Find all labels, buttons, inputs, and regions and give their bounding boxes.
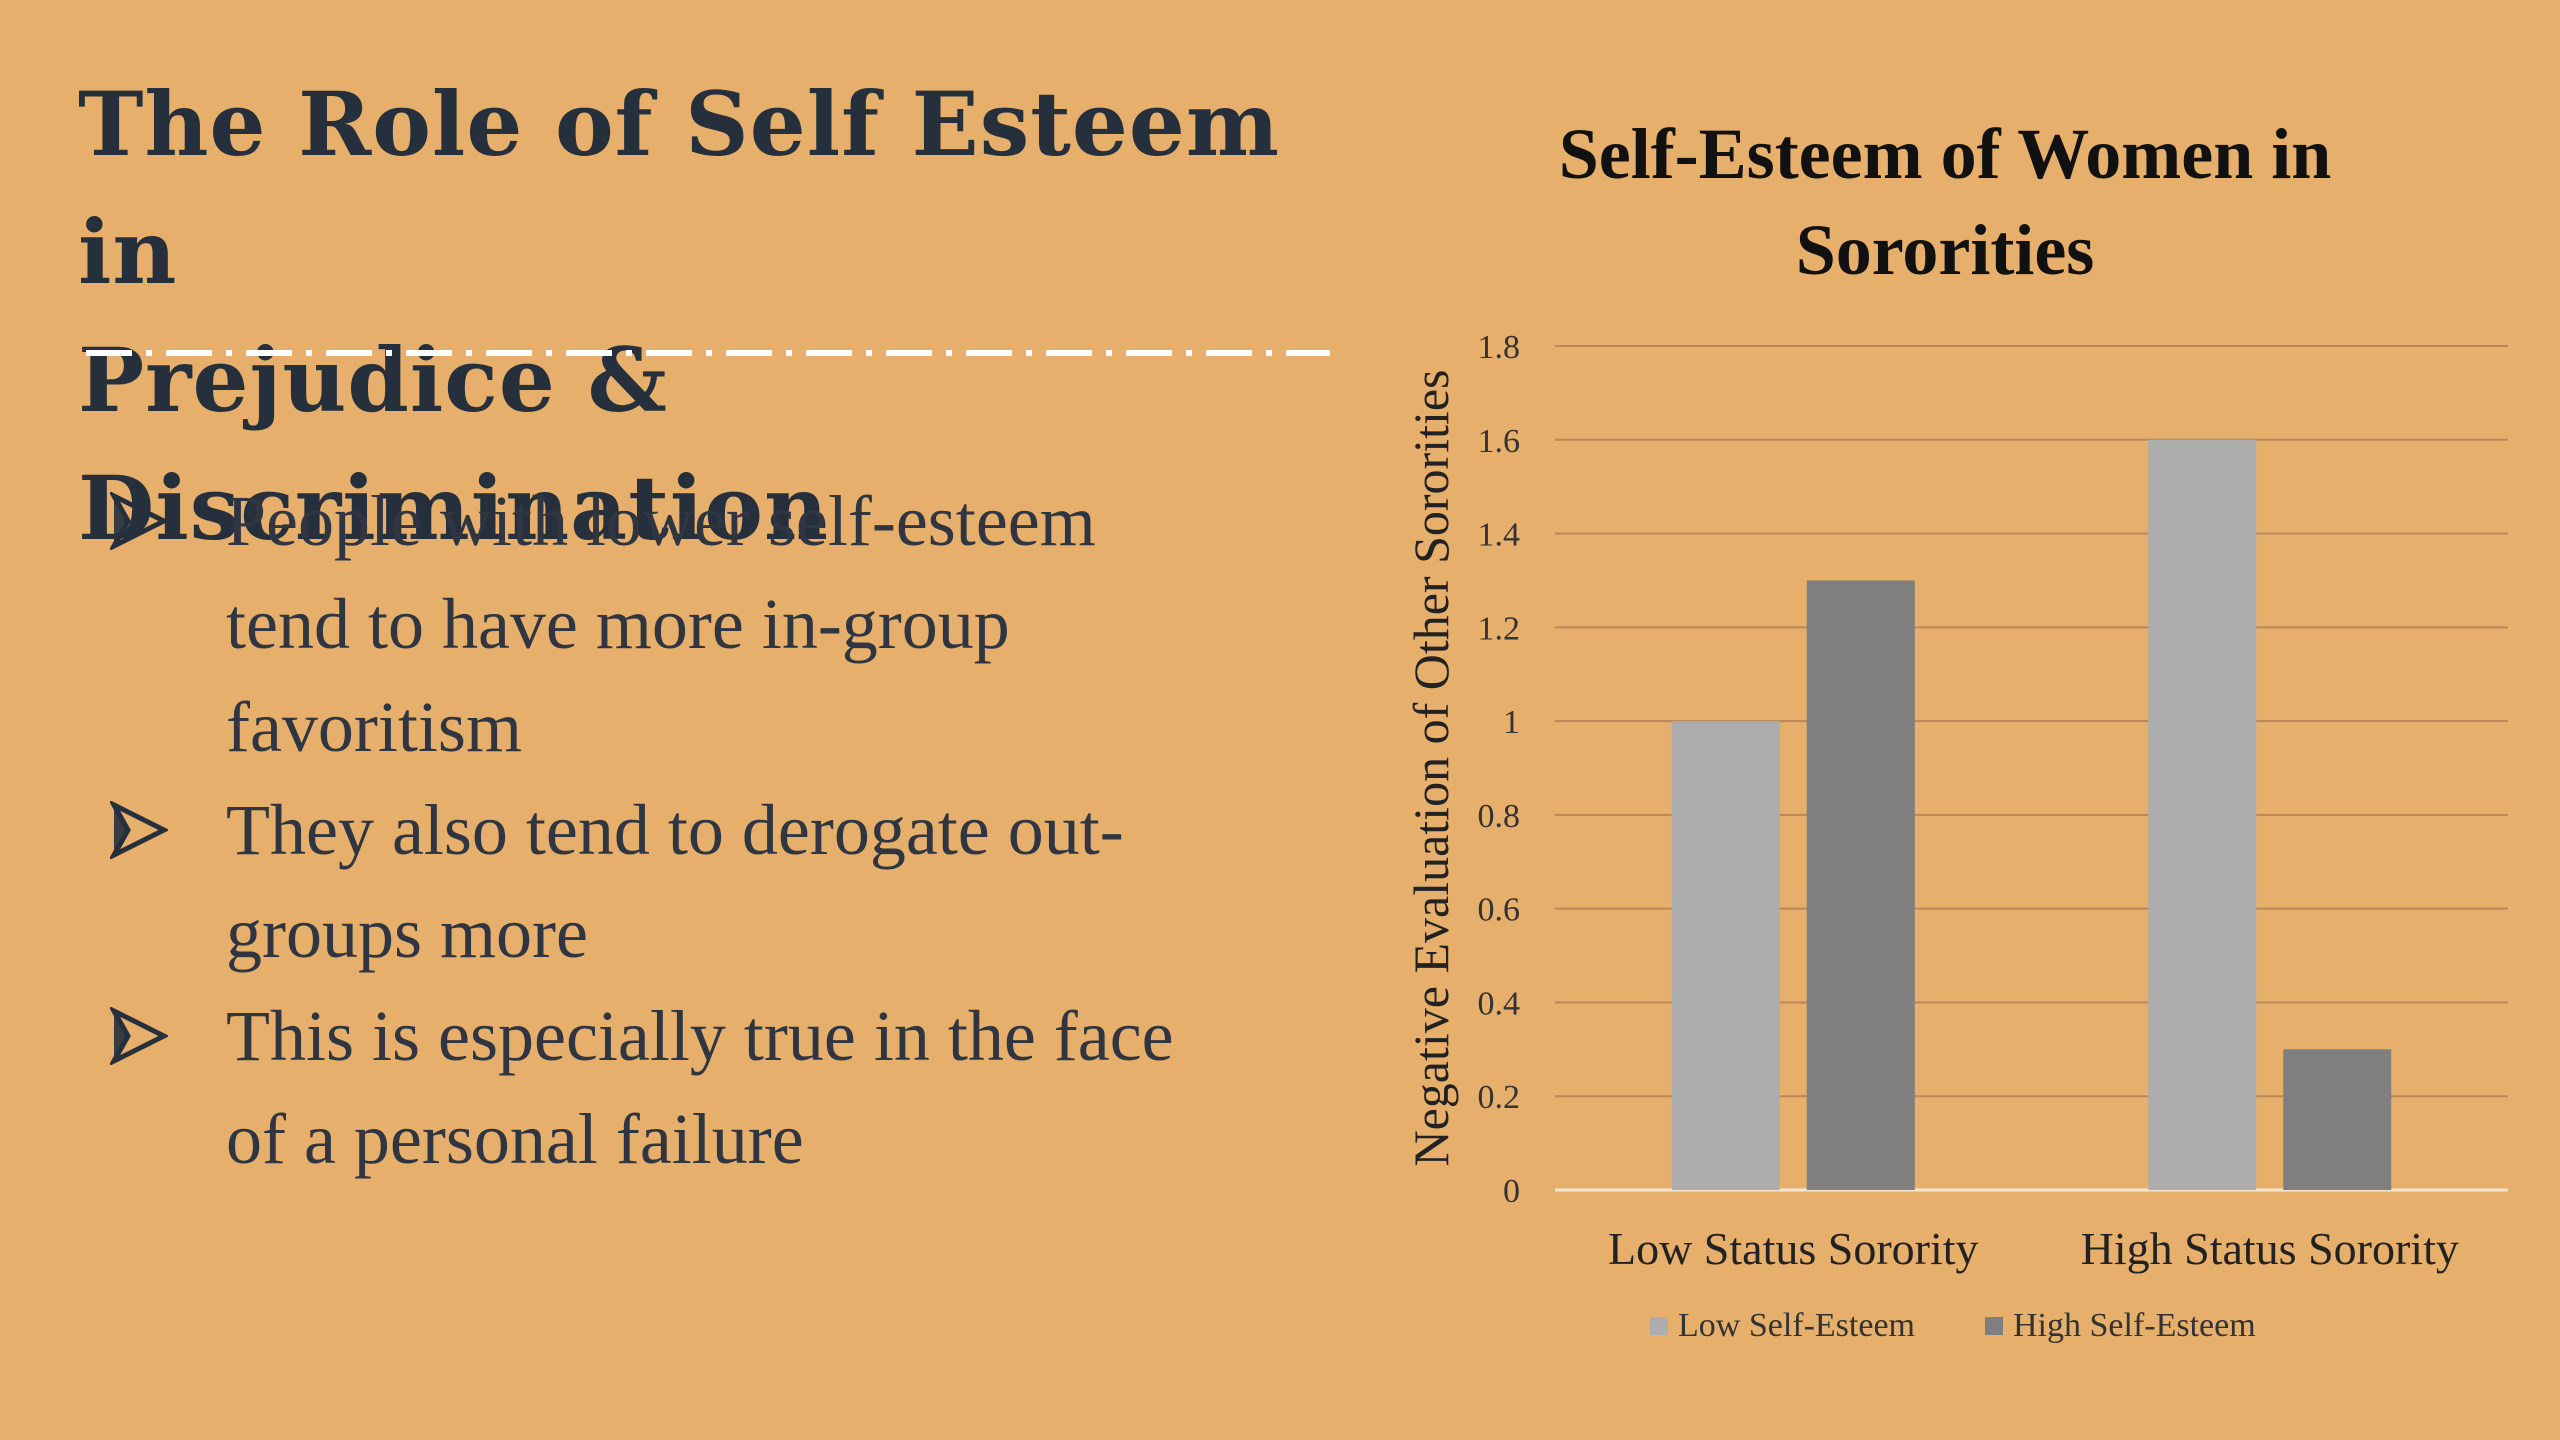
chart-title-line-2: Sororities [1796,210,2095,290]
y-tick-label: 1 [1503,704,1520,741]
bullet-line: groups more [226,893,588,973]
y-axis-label: Negative Evaluation of Other Sororities [1403,370,1459,1167]
bar-low-self-esteem-0 [1671,721,1780,1190]
arrow-bullet-icon [110,492,168,550]
legend-swatch [1650,1317,1668,1335]
y-tick-label: 1.8 [1478,329,1521,366]
x-category-label: Low Status Sorority [1608,1223,1979,1274]
arrow-bullet-icon [110,801,168,859]
bullet-item: This is especially true in the face of a… [110,985,1350,1191]
bar-high-self-esteem-0 [1806,580,1915,1190]
title-divider [86,350,1330,356]
slide-title-line-2: Prejudice & Discrimination [78,328,829,560]
bullet-line: They also tend to derogate out- [226,790,1124,870]
slide-title: The Role of Self Esteem in Prejudice & D… [78,60,1378,572]
y-tick-label: 0.6 [1478,892,1521,929]
chart-title-line-1: Self-Esteem of Women in [1559,114,2332,194]
y-tick-label: 0.2 [1478,1079,1521,1116]
legend-label: Low Self-Esteem [1678,1307,1915,1344]
bullet-item: People with lower self-esteem tend to ha… [110,470,1350,779]
y-tick-label: 1.2 [1478,610,1521,647]
y-tick-label: 0 [1503,1173,1520,1210]
bullet-list: People with lower self-esteem tend to ha… [110,470,1350,1191]
bullet-line: of a personal failure [226,1099,804,1179]
x-category-label: High Status Sorority [2081,1223,2459,1274]
y-tick-label: 0.8 [1478,798,1521,835]
legend-label: High Self-Esteem [2013,1307,2256,1344]
legend-swatch [1985,1317,2003,1335]
y-tick-label: 1.4 [1478,517,1521,554]
bullet-line: favoritism [226,687,522,767]
y-tick-label: 1.6 [1478,423,1521,460]
arrow-bullet-icon [110,1007,168,1065]
sorority-bar-chart: Self-Esteem of Women in Sororities 0 0.2 0.4… [1403,114,2508,1344]
bullet-line: This is especially true in the face [226,996,1174,1076]
bullet-line: People with lower self-esteem [226,481,1096,561]
bar-low-self-esteem-1 [2148,439,2257,1190]
bullet-line: tend to have more in-group [226,584,1010,664]
slide-title-line-1: The Role of Self Esteem in [78,72,1280,304]
bullet-item: They also tend to derogate out- groups m… [110,779,1350,985]
bar-high-self-esteem-1 [2283,1049,2392,1190]
y-tick-label: 0.4 [1478,985,1521,1022]
